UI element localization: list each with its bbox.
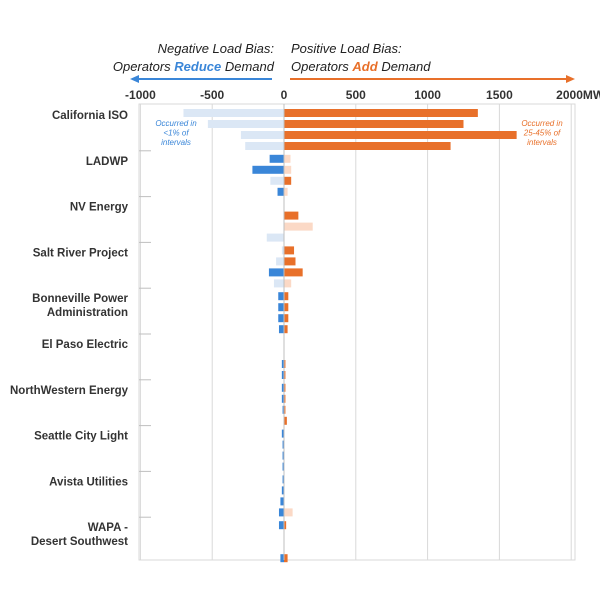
annotation-negative: <1% of [163, 129, 189, 138]
annotation-negative: intervals [161, 138, 191, 147]
negative-header-pre: Operators [112, 59, 175, 74]
utility-label: Bonneville Power [32, 293, 128, 305]
positive-header-post: Demand [377, 59, 431, 74]
x-tick-label: -1000 [125, 88, 156, 102]
positive-bar [284, 154, 291, 163]
x-tick-label: 0 [281, 88, 288, 102]
x-tick-label: 1500 [486, 88, 513, 102]
positive-bar [284, 360, 286, 368]
negative-bar [278, 292, 284, 301]
utility-label: NV Energy [70, 202, 129, 214]
positive-bar [284, 246, 295, 255]
positive-bar [284, 268, 303, 277]
negative-bar [278, 521, 284, 530]
positive-bar [284, 325, 288, 334]
negative-bar [245, 142, 284, 150]
positive-bar [284, 279, 292, 288]
utility-label: Avista Utilities [49, 476, 128, 488]
positive-bar [284, 371, 286, 379]
negative-bar [273, 279, 284, 288]
x-tick-label: 500 [346, 88, 366, 102]
plot-frame [138, 103, 576, 561]
annotation-positive: 25-45% of [523, 129, 561, 138]
utility-label: WAPA - [88, 522, 128, 534]
utility-label: California ISO [52, 110, 128, 122]
positive-bar [284, 521, 287, 530]
positive-header-line1: Positive Load Bias: [291, 41, 402, 56]
positive-header-highlight: Add [352, 59, 378, 74]
negative-bar [183, 109, 284, 117]
negative-bar [281, 383, 284, 392]
positive-bar [284, 222, 313, 231]
negative-bar [270, 176, 284, 185]
negative-bar [278, 325, 284, 334]
annotation-negative: Occurred in [155, 119, 197, 128]
positive-header-pre: Operators [291, 59, 353, 74]
negative-bar [282, 440, 284, 449]
negative-header-highlight: Reduce [174, 59, 222, 74]
negative-bar [276, 257, 284, 266]
negative-bar [282, 405, 284, 414]
negative-bar [278, 314, 284, 323]
positive-bar [284, 383, 286, 392]
negative-bar [282, 475, 284, 484]
positive-bar [284, 405, 286, 414]
negative-header-line1: Negative Load Bias: [157, 41, 274, 56]
positive-bar [284, 176, 292, 185]
positive-bar [284, 165, 292, 174]
negative-bar [280, 497, 284, 506]
negative-bar [207, 120, 284, 128]
negative-bar [277, 187, 284, 196]
positive-bar [284, 394, 286, 403]
positive-arrow-head [566, 75, 575, 83]
positive-bar [284, 211, 299, 220]
annotation-positive: Occurred in [521, 119, 563, 128]
utility-label: Seattle City Light [34, 431, 128, 443]
negative-arrow-head [130, 75, 139, 83]
positive-bar [284, 142, 451, 150]
negative-bar [266, 233, 284, 242]
negative-bar [280, 554, 284, 563]
positive-bar [284, 109, 478, 117]
utility-label: Salt River Project [33, 247, 128, 259]
negative-bar [282, 451, 284, 460]
utility-label: LADWP [86, 156, 128, 168]
positive-bar [284, 554, 288, 563]
x-tick-label: -500 [200, 88, 224, 102]
negative-bar [278, 508, 284, 517]
negative-bar [282, 462, 284, 471]
negative-bar [281, 429, 284, 438]
negative-bar [281, 486, 284, 495]
negative-bar [281, 371, 284, 379]
positive-bar [284, 120, 464, 128]
positive-bar [284, 257, 296, 266]
negative-bar [269, 154, 284, 163]
positive-bar [284, 303, 289, 312]
positive-bar [284, 508, 293, 517]
negative-bar [252, 165, 284, 174]
positive-bar [284, 416, 287, 425]
utility-label: El Paso Electric [42, 339, 129, 351]
positive-bar [284, 187, 288, 196]
negative-bar [268, 268, 284, 277]
negative-bar [240, 131, 284, 139]
utility-label: NorthWestern Energy [10, 385, 129, 397]
positive-bar [284, 292, 289, 301]
positive-header-line2: Operators Add Demand [291, 59, 430, 74]
utility-label: Administration [47, 307, 128, 319]
negative-bar [281, 394, 284, 403]
positive-bar [284, 314, 289, 323]
negative-header-post: Demand [221, 59, 274, 74]
negative-header-line2: Operators Reduce Demand [113, 59, 274, 74]
positive-bar [284, 131, 517, 139]
annotation-positive: intervals [527, 138, 557, 147]
utility-label: Desert Southwest [31, 536, 128, 548]
x-tick-label: 2000MW [556, 88, 600, 102]
negative-bar [278, 303, 284, 312]
x-tick-label: 1000 [414, 88, 441, 102]
negative-bar [281, 360, 284, 368]
negative-bar [281, 246, 284, 255]
